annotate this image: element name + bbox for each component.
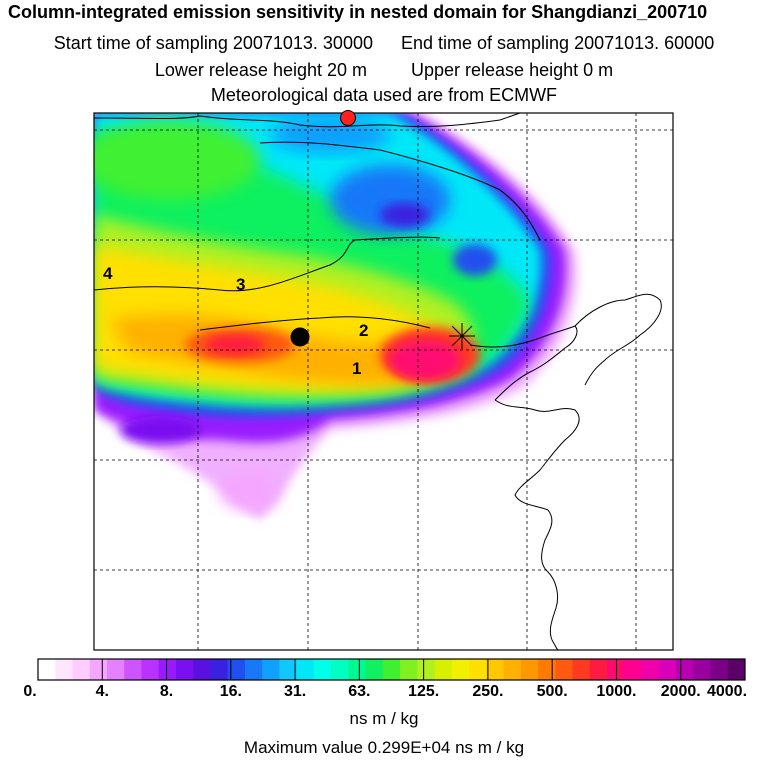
- map-frame: [93, 112, 674, 651]
- colorbar-swatch: [607, 659, 625, 680]
- colorbar-swatch: [227, 659, 246, 680]
- colorbar-swatch: [382, 659, 401, 680]
- label-4: 4: [103, 264, 113, 283]
- colorbar-swatch: [641, 659, 660, 680]
- colorbar-swatch: [572, 659, 591, 680]
- colorbar-swatch: [244, 659, 263, 680]
- colorbar-tick-label: 31.: [283, 683, 307, 700]
- colorbar-swatch: [141, 659, 160, 680]
- coastlines-borders: [94, 113, 662, 650]
- colorbar-swatch: [348, 659, 367, 680]
- colorbar-tick-label: 125.: [408, 683, 440, 700]
- colorbar-swatch: [400, 659, 418, 680]
- colorbar-swatch: [38, 659, 56, 680]
- sampling-times: Start time of sampling 20071013. 30000 En…: [0, 33, 768, 54]
- colorbar-swatch: [589, 659, 608, 680]
- colorbar-swatch: [106, 659, 125, 680]
- colorbar-swatch: [451, 659, 470, 680]
- colorbar-swatch: [469, 659, 487, 680]
- colorbar-swatch: [710, 659, 729, 680]
- colorbar-tick-label: 250.: [472, 683, 504, 700]
- colorbar-tick-label: 4000.: [706, 683, 748, 700]
- colorbar-swatch: [365, 659, 384, 680]
- colorbar-swatch: [193, 659, 211, 680]
- colorbar-tick-label: 1000.: [596, 683, 637, 700]
- colorbar-swatch: [486, 659, 505, 680]
- trajectory-labels: 4 3 2 1: [103, 264, 368, 378]
- colorbar-tick-label: 16.: [219, 683, 242, 700]
- colorbar-tick-label: 2000.: [660, 683, 701, 700]
- colorbar-swatch: [555, 659, 574, 680]
- colorbar-swatch: [158, 659, 177, 680]
- upper-release-height: Upper release height 0 m: [411, 60, 614, 80]
- colorbar-swatch: [727, 659, 746, 680]
- colorbar-tick-label: 4.: [95, 683, 109, 700]
- colorbar-swatch: [89, 659, 108, 680]
- end-time: End time of sampling 20071013. 60000: [400, 33, 715, 53]
- colorbar-swatch: [658, 659, 677, 680]
- colorbar-swatch: [624, 659, 643, 680]
- colorbar-swatch: [676, 659, 694, 680]
- colorbar-outline: [37, 658, 746, 681]
- label-3: 3: [236, 275, 245, 294]
- colorbar-swatch: [262, 659, 280, 680]
- colorbar-swatch: [693, 659, 712, 680]
- colorbar-swatch: [124, 659, 142, 680]
- colorbar-swatch: [313, 659, 332, 680]
- colorbar-swatch: [72, 659, 91, 680]
- colorbar-swatch: [279, 659, 298, 680]
- colorbar-swatch: [538, 659, 556, 680]
- label-2: 2: [359, 321, 368, 340]
- red-station-marker: [340, 110, 356, 126]
- colorbar-swatch: [434, 659, 453, 680]
- plot-title: Column-integrated emission sensitivity i…: [8, 2, 708, 22]
- colorbar-tick-label: 0.: [23, 683, 37, 700]
- black-station-marker: [290, 327, 310, 347]
- start-time: Start time of sampling 20071013. 30000: [53, 33, 373, 53]
- release-point-star-icon: [449, 323, 475, 349]
- plume-field: [94, 113, 578, 520]
- colorbar-swatch: [520, 659, 539, 680]
- release-heights: Lower release height 20 m Upper release h…: [0, 60, 768, 81]
- maximum-value: Maximum value 0.299E+04 ns m / kg: [243, 738, 525, 757]
- colorbar-swatch: [210, 659, 229, 680]
- colorbar-swatch: [331, 659, 349, 680]
- colorbar-swatch: [503, 659, 522, 680]
- colorbar-swatch: [175, 659, 194, 680]
- lower-release-height: Lower release height 20 m: [154, 60, 367, 80]
- colorbar-tick-label: 8.: [159, 683, 174, 700]
- colorbar: [37, 658, 746, 681]
- colorbar-units: ns m / kg: [349, 709, 419, 728]
- label-1: 1: [352, 359, 361, 378]
- colorbar-tick-label: 500.: [536, 683, 568, 700]
- colorbar-swatch: [417, 659, 436, 680]
- colorbar-swatch: [55, 659, 73, 680]
- colorbar-swatch: [296, 659, 315, 680]
- colorbar-tick-label: 63.: [348, 683, 371, 700]
- met-data-source: Meteorological data used are from ECMWF: [210, 85, 558, 105]
- graticule: [94, 113, 673, 650]
